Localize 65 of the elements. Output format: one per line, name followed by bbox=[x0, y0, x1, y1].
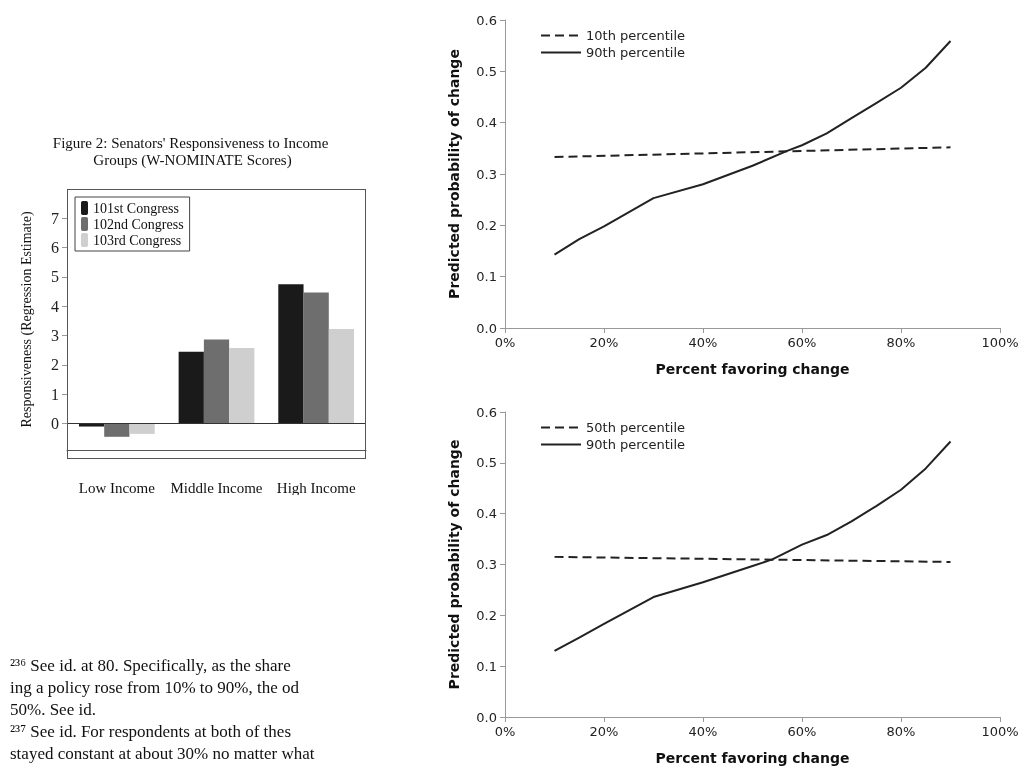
x-axis-title: Percent favoring change bbox=[655, 361, 850, 377]
y-axis-title: Responsiveness (Regression Estimate) bbox=[18, 211, 35, 428]
y-tick-label: 0.4 bbox=[476, 506, 497, 522]
y-tick-label: 0.4 bbox=[476, 115, 497, 131]
bar bbox=[229, 347, 255, 424]
y-tick-label: 6 bbox=[51, 239, 59, 257]
line-series bbox=[553, 440, 952, 652]
legend-label: 10th percentile bbox=[586, 28, 686, 43]
bar bbox=[178, 351, 204, 424]
x-tick-label: Low Income bbox=[78, 479, 156, 496]
y-tick-label: 0.5 bbox=[476, 63, 497, 79]
y-tick-label: 5 bbox=[51, 268, 59, 286]
y-tick-label: 0.0 bbox=[476, 320, 497, 336]
bar bbox=[278, 284, 304, 424]
legend-label: 90th percentile bbox=[586, 437, 686, 452]
legend-label: 50th percentile bbox=[586, 420, 686, 435]
x-tick-label: High Income bbox=[276, 479, 356, 496]
chart-title: Figure 2: Senators' Responsiveness to Income Groups (W-NOMINATE Scores) bbox=[52, 134, 333, 169]
bar bbox=[104, 423, 130, 437]
text: 50%. See id. bbox=[10, 699, 97, 721]
x-tick-label: 0% bbox=[494, 724, 516, 739]
y-axis-title: Predicted probability of change bbox=[446, 439, 462, 690]
x-tick-label: 60% bbox=[787, 335, 817, 350]
legend-label: 103rd Congress bbox=[93, 232, 182, 248]
y-tick-label: 0.6 bbox=[476, 12, 497, 28]
legend-label: 102nd Congress bbox=[93, 216, 184, 232]
y-tick-label: 0.3 bbox=[476, 166, 497, 182]
y-tick-label: 7 bbox=[51, 209, 59, 227]
x-tick-label: 0% bbox=[494, 335, 516, 350]
text: ²³⁷ See id. For respondents at both of thes bbox=[10, 721, 292, 743]
bar bbox=[129, 423, 155, 434]
text: ²³⁶ See id. at 80. Specifically, as the share bbox=[10, 655, 292, 677]
y-tick-label: 1 bbox=[51, 385, 59, 403]
x-tick-label: 80% bbox=[886, 335, 916, 350]
x-tick-label: 60% bbox=[787, 724, 817, 739]
text: stayed constant at about 30% no matter what bbox=[10, 743, 316, 765]
y-tick-label: 3 bbox=[51, 327, 59, 345]
y-tick-label: 4 bbox=[51, 297, 59, 315]
y-tick-label: 2 bbox=[51, 356, 59, 374]
y-tick-label: 0.3 bbox=[476, 557, 497, 572]
x-tick-label: 80% bbox=[886, 724, 916, 739]
y-tick-label: 0.5 bbox=[476, 455, 497, 471]
x-tick-label: 100% bbox=[981, 335, 1019, 350]
x-tick-label: 100% bbox=[981, 724, 1019, 739]
x-axis-title: Percent favoring change bbox=[655, 750, 850, 766]
x-tick-label: 40% bbox=[688, 335, 718, 350]
y-tick-label: 0.2 bbox=[476, 217, 497, 233]
y-axis-title: Predicted probability of change bbox=[446, 49, 462, 299]
text: ing a policy rose from 10% to 90%, the od bbox=[10, 677, 300, 699]
y-tick-label: 0.6 bbox=[476, 404, 497, 420]
bar bbox=[328, 328, 355, 424]
legend-label: 90th percentile bbox=[586, 45, 686, 60]
y-tick-label: 0 bbox=[51, 415, 59, 433]
bar bbox=[303, 292, 329, 424]
x-tick-label: 40% bbox=[688, 724, 718, 739]
y-tick-label: 0.0 bbox=[476, 709, 497, 725]
legend-label: 101st Congress bbox=[93, 200, 179, 216]
x-tick-label: Middle Income bbox=[170, 479, 263, 496]
bar bbox=[203, 339, 230, 424]
y-tick-label: 0.1 bbox=[476, 269, 497, 285]
x-tick-label: 20% bbox=[589, 335, 619, 350]
bar bbox=[78, 423, 105, 427]
y-tick-label: 0.1 bbox=[476, 658, 497, 674]
y-tick-label: 0.2 bbox=[476, 607, 497, 623]
x-tick-label: 20% bbox=[589, 724, 619, 739]
